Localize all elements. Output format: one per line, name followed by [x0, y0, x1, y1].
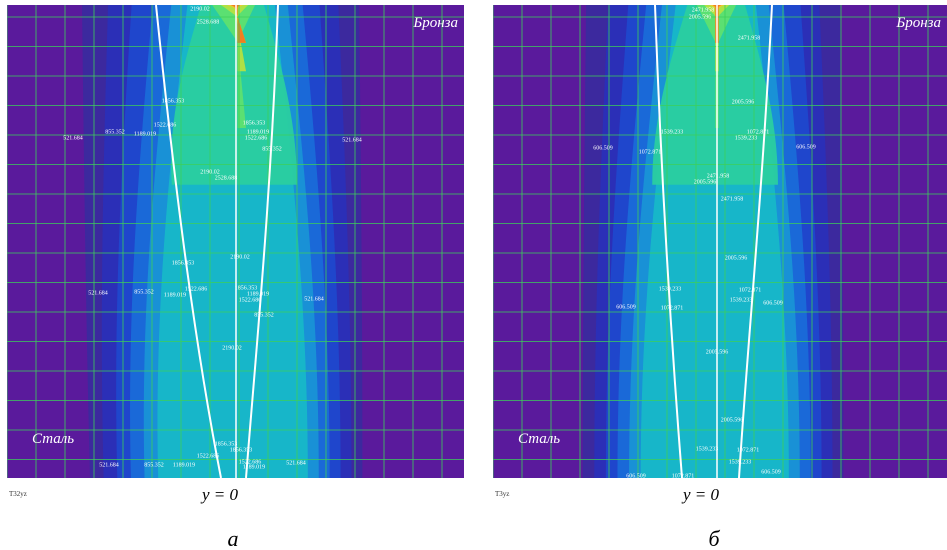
contour-label: 1539.233 — [730, 297, 753, 303]
contour-label: 1189.019 — [164, 292, 186, 298]
contour-label: 2005.596 — [689, 14, 712, 20]
contour-label: 1189.019 — [243, 464, 265, 470]
panel: 2471.9582005.5962471.9582005.5961539.233… — [493, 5, 947, 479]
contour-label: 855.352 — [105, 129, 125, 135]
contour-label: 2471.958 — [707, 173, 730, 179]
contour-label: 1522.686 — [185, 286, 208, 292]
contour-label: 2005.596 — [721, 417, 744, 423]
contour-band — [212, 5, 256, 128]
contour-label: 1856.353 — [230, 447, 253, 453]
contour-label: 521.684 — [286, 460, 306, 466]
contour-label: 2005.596 — [706, 349, 729, 355]
contour-label: 1189.019 — [173, 462, 195, 468]
material-label: Сталь — [518, 431, 560, 447]
contour-label: 1539.233 — [696, 446, 719, 452]
contour-label: 855.352 — [134, 289, 154, 295]
interface-curve — [245, 5, 279, 478]
contour-label: 606.509 — [796, 144, 816, 150]
contour-label: 2471.958 — [721, 196, 744, 202]
contour-label: 1522.686 — [239, 459, 262, 465]
contour-label: 1072.871 — [747, 129, 770, 135]
contour-label: 1189.019 — [247, 129, 269, 135]
contour-label: 1189.019 — [134, 131, 156, 137]
contour-label: 1522.686 — [239, 297, 262, 303]
contour-label: 2190.02 — [190, 6, 210, 12]
contour-label: 1189.019 — [247, 291, 269, 297]
contour-label: 2190.02 — [230, 254, 250, 260]
contour-label: 606.509 — [593, 145, 613, 151]
contour-label: 1072.871 — [737, 447, 760, 453]
panel-letter: а — [228, 526, 239, 550]
contour-label: 1539.233 — [729, 459, 752, 465]
contour-label: 855.352 — [254, 312, 274, 318]
contour-label: 2005.596 — [694, 179, 717, 185]
corner-label: T3yz — [495, 490, 509, 498]
corner-label: T32yz — [9, 490, 27, 498]
contour-label: 521.684 — [99, 462, 119, 468]
contour-label: 521.684 — [342, 137, 362, 143]
contour-label: 1856.353 — [162, 98, 185, 104]
contour-label: 606.509 — [763, 300, 783, 306]
material-label: Бронза — [412, 15, 458, 31]
contour-label: 1856.353 — [235, 285, 258, 291]
contour-label: 855.352 — [144, 462, 164, 468]
contour-label: 2005.596 — [725, 255, 748, 261]
contour-label: 2471.958 — [692, 7, 715, 13]
contour-label: 2471.958 — [738, 35, 761, 41]
contour-label: 1539.233 — [659, 286, 682, 292]
contour-band — [171, 5, 297, 185]
contour-label: 2005.596 — [732, 99, 755, 105]
axis-caption: y = 0 — [200, 485, 239, 504]
contour-label: 1072.871 — [639, 149, 662, 155]
interface-curve — [155, 5, 222, 478]
contour-label: 521.684 — [304, 296, 324, 302]
material-label: Бронза — [895, 15, 941, 31]
panel-letter: б — [708, 526, 720, 550]
contour-label: 1856.353 — [215, 441, 238, 447]
contour-label: 2528.688 — [197, 19, 220, 25]
contour-label: 606.509 — [616, 304, 636, 310]
contour-band — [230, 5, 246, 43]
contour-label: 2190.02 — [200, 169, 220, 175]
contour-label: 1522.686 — [245, 135, 268, 141]
contour-label: 2528.688 — [215, 175, 238, 181]
contour-label: 1072.871 — [661, 305, 684, 311]
contour-label: 521.684 — [63, 135, 83, 141]
contour-label: 1072.871 — [672, 473, 695, 479]
axis-caption: y = 0 — [681, 485, 720, 504]
contour-label: 1856.353 — [172, 260, 195, 266]
contour-band — [652, 5, 778, 185]
contour-label: 2190.02 — [222, 345, 242, 351]
contour-label: 1856.353 — [243, 120, 266, 126]
contour-label: 521.684 — [88, 290, 108, 296]
contour-label: 606.509 — [626, 473, 646, 479]
interface-curve — [738, 5, 773, 478]
interface-curve — [654, 5, 683, 478]
contour-label: 1522.686 — [197, 453, 220, 459]
contour-label: 855.352 — [262, 146, 282, 152]
contour-label: 1539.233 — [735, 135, 758, 141]
contour-label: 606.509 — [761, 469, 781, 475]
contour-label: 1539.233 — [661, 129, 684, 135]
contour-band — [220, 5, 249, 72]
material-label: Сталь — [32, 431, 74, 447]
contour-label: 1072.871 — [739, 287, 762, 293]
contour-label: 1522.686 — [154, 122, 177, 128]
